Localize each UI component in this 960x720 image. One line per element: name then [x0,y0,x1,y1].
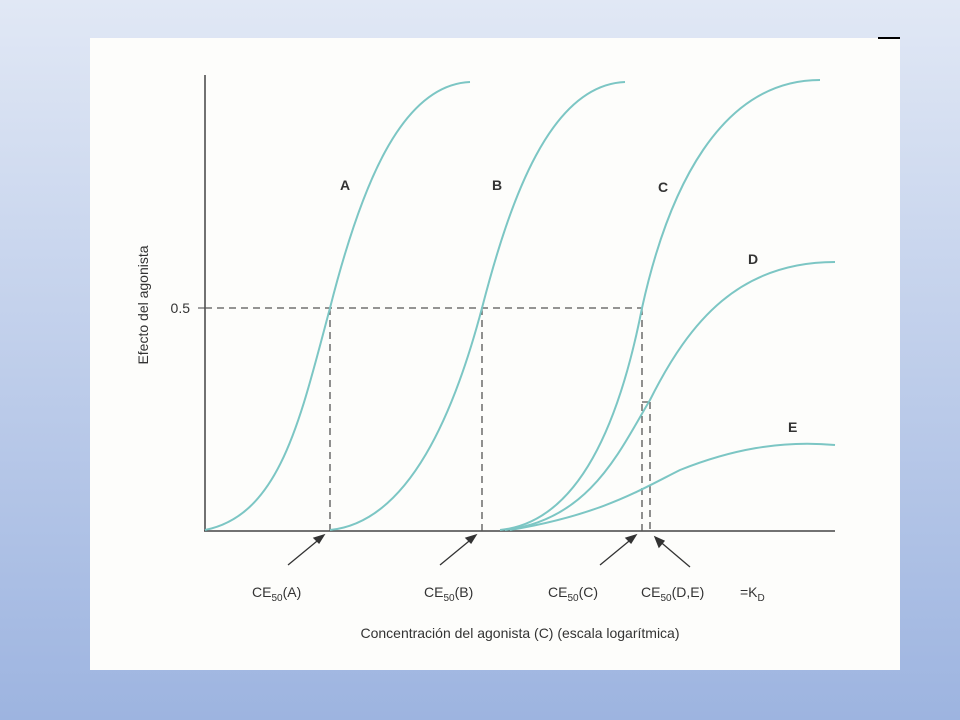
curve-label: C [658,179,668,195]
label-part: 50 [443,593,455,604]
label-part: 50 [660,593,672,604]
label-part: (B) [455,584,474,600]
curve-label: A [340,177,350,193]
curve-label: B [492,177,502,193]
figure-panel [90,38,900,670]
arrows [287,533,691,568]
label-part: 50 [567,593,579,604]
label-part: (A) [283,584,302,600]
curve [499,79,821,531]
x-axis-label: Concentración del agonista (C) (escala l… [360,625,679,641]
curve-label: D [748,251,758,267]
label-part: 50 [271,593,283,604]
curve [509,442,836,531]
reference-lines [205,307,652,531]
label-part: CE [641,584,660,600]
label-part: CE [548,584,567,600]
curve-label: E [788,419,797,435]
label-part: (C) [579,584,598,600]
y-axis-label: Efecto del agonista [135,245,151,364]
kd-label: =KD [740,584,765,604]
marker-label: CE50(C) [548,584,598,604]
curve [504,261,836,531]
y-tick-label: 0.5 [171,300,191,316]
marker-label: CE50(D,E) [641,584,704,604]
marker-label: CE50(A) [252,584,301,604]
label-part: =K [740,584,758,600]
label-part: (D,E) [672,584,705,600]
label-part: CE [424,584,443,600]
curve [329,81,626,531]
label-part: CE [252,584,271,600]
marker-label: CE50(B) [424,584,473,604]
curve [204,81,471,531]
label-part: D [758,593,765,604]
